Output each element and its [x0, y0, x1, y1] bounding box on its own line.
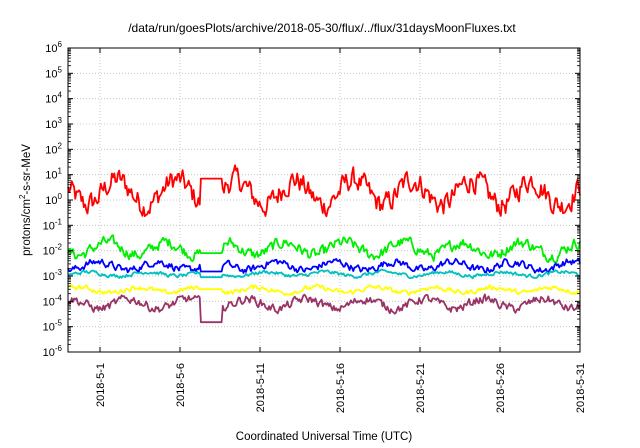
y-tick-label: 105 — [45, 65, 62, 80]
series-line — [67, 293, 581, 324]
x-tick-label: 2018-5-31 — [575, 363, 587, 413]
y-tick-label: 102 — [45, 141, 62, 156]
x-tick-label: 2018-5-26 — [495, 363, 507, 413]
series-line — [67, 257, 581, 274]
chart-title: /data/run/goesPlots/archive/2018-05-30/f… — [128, 21, 516, 35]
grid-lines — [68, 47, 581, 353]
data-series — [67, 164, 581, 324]
y-tick-label: 10-1 — [43, 217, 63, 232]
y-axis-ticks: 106 105 104 103 102 101 100 10-1 10-2 10-3 10-4 10-… — [43, 40, 580, 359]
y-tick-label: 104 — [45, 91, 62, 106]
y-tick-label: 10-6 — [43, 344, 63, 359]
y-tick-label: 10-4 — [43, 293, 63, 308]
y-axis-label: protons/cm2-s-sr-MeV — [18, 144, 33, 256]
x-tick-label: 2018-5-1 — [95, 363, 107, 407]
y-tick-label: 10-3 — [43, 268, 63, 283]
y-tick-label: 101 — [45, 167, 62, 182]
y-tick-label: 103 — [45, 116, 62, 131]
y-tick-label: 10-2 — [43, 243, 63, 258]
y-tick-label: 106 — [45, 40, 62, 55]
x-tick-label: 2018-5-21 — [415, 363, 427, 413]
x-tick-label: 2018-5-11 — [255, 363, 267, 412]
x-tick-label: 2018-5-6 — [175, 363, 187, 407]
series-line — [67, 164, 581, 218]
x-axis-label: Coordinated Universal Time (UTC) — [236, 431, 413, 443]
x-axis-ticks: 2018-5-1 2018-5-6 2018-5-11 2018-5-16 2018-5… — [95, 48, 587, 413]
x-tick-label: 2018-5-16 — [335, 363, 347, 413]
y-tick-label: 10-5 — [43, 319, 63, 334]
y-tick-label: 100 — [45, 192, 62, 207]
series-line — [68, 268, 581, 280]
series-line — [67, 283, 581, 297]
series-line — [67, 234, 581, 264]
